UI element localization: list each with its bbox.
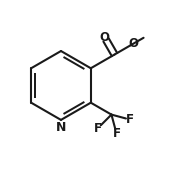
Text: F: F [126,113,134,126]
Text: O: O [100,31,110,44]
Text: F: F [112,127,120,140]
Text: F: F [94,122,102,135]
Text: N: N [56,121,66,134]
Text: O: O [128,37,138,50]
